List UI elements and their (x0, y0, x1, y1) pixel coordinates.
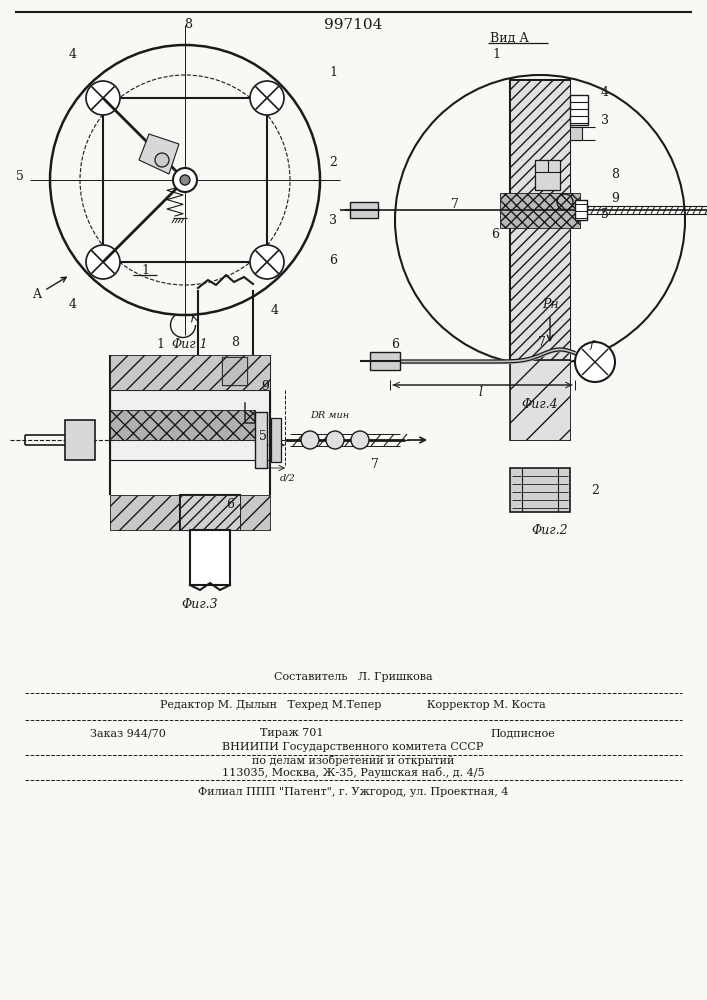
Text: 5: 5 (16, 170, 24, 184)
Text: 3: 3 (601, 113, 609, 126)
Text: Φиг.3: Φиг.3 (182, 598, 218, 611)
Text: 5: 5 (601, 209, 609, 222)
Circle shape (86, 245, 120, 279)
Bar (570, 95, 588, 125)
Text: Вид А: Вид А (490, 31, 529, 44)
Text: Редактор М. Дылын   Техред М.Тепер             Корректор М. Коста: Редактор М. Дылын Техред М.Тепер Коррект… (160, 700, 546, 710)
Bar (110, 390, 270, 460)
Text: 9: 9 (261, 380, 269, 393)
Circle shape (301, 431, 319, 449)
Text: 4: 4 (601, 86, 609, 99)
Text: l: l (478, 386, 482, 399)
Circle shape (173, 168, 197, 192)
Bar (271, 418, 281, 462)
Text: Подписное: Подписное (490, 728, 555, 738)
Text: Филиал ППП "Патент", г. Ужгород, ул. Проектная, 4: Филиал ППП "Патент", г. Ужгород, ул. Про… (198, 787, 508, 797)
Text: 8: 8 (611, 168, 619, 182)
Text: A: A (33, 277, 66, 302)
Text: Φиг.1: Φиг.1 (172, 338, 209, 352)
Text: 8: 8 (231, 336, 239, 350)
Text: 2: 2 (591, 484, 599, 496)
Text: 7: 7 (371, 458, 379, 472)
Bar (65, 420, 95, 460)
Text: 9: 9 (611, 192, 619, 205)
Bar (110, 410, 255, 440)
Text: 4: 4 (69, 298, 77, 312)
Text: 7: 7 (451, 198, 459, 212)
Bar (255, 412, 267, 468)
Bar (110, 355, 270, 390)
Bar (222, 357, 247, 385)
Circle shape (326, 431, 344, 449)
Text: 4: 4 (271, 304, 279, 316)
Text: 1: 1 (329, 66, 337, 79)
Bar (510, 80, 570, 360)
Text: 3: 3 (329, 214, 337, 227)
Text: Тираж 701: Тираж 701 (260, 728, 324, 738)
Bar (510, 80, 570, 360)
Text: 1: 1 (492, 48, 500, 62)
Text: 113035, Москва, Ж-35, Раушская наб., д. 4/5: 113035, Москва, Ж-35, Раушская наб., д. … (222, 766, 484, 778)
Text: Φиг.2: Φиг.2 (532, 524, 568, 536)
Text: Pн: Pн (542, 298, 559, 312)
Bar (570, 127, 582, 140)
Text: 6: 6 (329, 253, 337, 266)
Text: 4: 4 (69, 48, 77, 62)
Bar (180, 495, 240, 530)
Text: 1: 1 (156, 338, 164, 352)
Circle shape (575, 342, 615, 382)
Text: 2: 2 (329, 155, 337, 168)
Text: 997104: 997104 (324, 18, 382, 32)
Bar (510, 360, 570, 440)
Bar (510, 360, 570, 440)
Text: 5: 5 (259, 430, 267, 444)
Bar (350, 202, 378, 218)
Bar (500, 192, 580, 228)
Bar (180, 495, 240, 530)
Text: по делам изобретений и открытий: по делам изобретений и открытий (252, 756, 454, 766)
Bar (110, 495, 270, 530)
Polygon shape (139, 134, 179, 174)
Circle shape (180, 175, 190, 185)
Circle shape (250, 245, 284, 279)
Text: 8: 8 (184, 18, 192, 31)
Text: Φиг.4: Φиг.4 (522, 398, 559, 412)
Text: Заказ 944/70: Заказ 944/70 (90, 728, 166, 738)
Bar (575, 200, 587, 220)
Text: ВНИИПИ Государственного комитета СССР: ВНИИПИ Государственного комитета СССР (222, 742, 484, 752)
Bar (222, 357, 247, 385)
Circle shape (351, 431, 369, 449)
Circle shape (86, 81, 120, 115)
Text: Составитель   Л. Гришкова: Составитель Л. Гришкова (274, 672, 432, 682)
Bar (510, 468, 570, 512)
Bar (370, 352, 400, 370)
Text: 6: 6 (391, 338, 399, 352)
Text: DR мин: DR мин (310, 410, 349, 420)
Circle shape (250, 81, 284, 115)
Circle shape (155, 153, 169, 167)
Bar (190, 530, 230, 585)
Text: 1: 1 (141, 263, 149, 276)
Bar (535, 160, 560, 190)
Text: 7: 7 (538, 336, 546, 349)
Text: d/2: d/2 (280, 474, 296, 483)
Text: f: f (590, 340, 594, 350)
Text: 6: 6 (226, 498, 234, 512)
Text: 6: 6 (491, 229, 499, 241)
